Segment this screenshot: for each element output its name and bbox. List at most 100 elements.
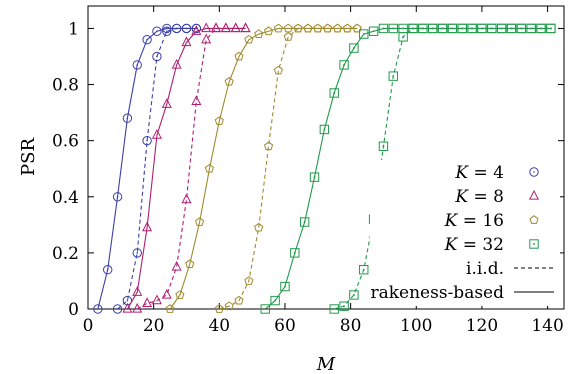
y-tick-labels: 0 0.2 0.4 0.6 0.8 1 — [52, 19, 79, 320]
marker-rakeness-k-32-dot — [343, 64, 345, 66]
marker-rakeness-k-32 — [339, 60, 349, 70]
marker-rakeness-k-4-ring — [112, 192, 123, 202]
marker-rakeness-k-8 — [171, 58, 182, 69]
marker-rakeness-k-32-dot — [323, 128, 326, 131]
marker-iid-k-32-dot — [530, 27, 532, 30]
y-tick-label: 0.8 — [52, 76, 79, 96]
marker-iid-k-32 — [339, 301, 349, 311]
marker-rakeness-k-16 — [175, 290, 185, 299]
legend-label-value: = 16 — [457, 211, 504, 231]
line-iid-k-4 — [117, 27, 197, 310]
marker-iid-k-32-dot — [362, 268, 365, 271]
x-tick-labels: 0 20 40 60 80 100 120 140 — [83, 316, 564, 336]
marker-iid-k-32 — [437, 23, 448, 34]
marker-iid-k-4-ring — [181, 23, 192, 34]
marker-rakeness-k-32 — [329, 88, 339, 98]
marker-iid-k-32-box — [437, 23, 448, 34]
marker-rakeness-k-32-box — [309, 172, 320, 182]
y-tick-label: 1 — [68, 19, 79, 39]
marker-iid-k-32-box — [329, 304, 339, 314]
marker-iid-k-8 — [181, 193, 192, 204]
marker-rakeness-k-32-box — [359, 29, 369, 39]
marker-iid-k-32-box — [339, 301, 349, 311]
marker-iid-k-32-box — [418, 23, 428, 34]
marker-iid-k-32-box — [536, 23, 546, 34]
marker-rakeness-k-4 — [112, 192, 123, 202]
line-rakeness-k-32 — [264, 27, 551, 310]
marker-rakeness-k-4-ring — [132, 60, 142, 70]
marker-rakeness-k-32-box — [339, 60, 349, 70]
marker-iid-k-4 — [142, 135, 152, 146]
marker-rakeness-k-32 — [349, 43, 359, 53]
marker-iid-k-32 — [457, 23, 467, 34]
marker-rakeness-k-4-ring — [162, 23, 172, 34]
marker-iid-k-4-dot — [126, 299, 129, 302]
marker-iid-k-16 — [234, 295, 244, 305]
marker-rakeness-k-4-dot — [116, 195, 119, 198]
marker-iid-k-32-box — [398, 32, 408, 42]
marker-rakeness-k-16 — [254, 29, 264, 38]
marker-iid-k-32-dot — [540, 27, 542, 30]
legend-label-var: K — [454, 187, 469, 207]
marker-iid-k-32-box — [457, 23, 467, 34]
marker-rakeness-k-4-ring — [122, 113, 133, 123]
marker-rakeness-k-16 — [165, 304, 175, 313]
marker-iid-k-4 — [132, 248, 142, 258]
marker-iid-k-32 — [516, 23, 527, 34]
line-iid-k-8 — [136, 27, 246, 310]
marker-rakeness-k-32-dot — [353, 47, 355, 49]
marker-iid-k-16 — [263, 141, 274, 151]
marker-iid-k-32 — [487, 23, 497, 34]
marker-iid-k-32 — [418, 23, 428, 34]
marker-rakeness-k-32-dot — [333, 92, 336, 94]
legend-label: K = 16 — [444, 211, 504, 231]
x-tick-label: 0 — [83, 316, 94, 336]
marker-iid-k-32-dot — [451, 27, 454, 30]
series-layer — [93, 22, 556, 314]
marker-iid-k-32 — [378, 141, 389, 151]
marker-rakeness-k-8 — [230, 22, 241, 33]
marker-rakeness-k-4-dot — [106, 268, 109, 271]
marker-iid-k-4 — [181, 23, 192, 34]
legend-label: K = 32 — [444, 235, 504, 255]
marker-iid-k-4-dot — [116, 308, 119, 310]
series-k-4 — [93, 23, 202, 314]
marker-iid-k-32-box — [546, 23, 556, 34]
marker-rakeness-k-8 — [201, 22, 212, 33]
marker-iid-k-4-dot — [185, 27, 188, 30]
marker-rakeness-k-8 — [151, 128, 162, 139]
legend-label-value: = 32 — [457, 235, 504, 255]
x-axis-label: M — [316, 354, 336, 374]
marker-rakeness-k-4 — [152, 26, 162, 36]
marker-iid-k-4-ring — [132, 248, 142, 258]
marker-rakeness-k-32 — [319, 124, 330, 135]
marker-rakeness-k-32 — [388, 23, 398, 34]
marker-iid-k-4-dot — [165, 30, 168, 33]
legend-style-label: i.i.d. — [466, 259, 504, 279]
x-tick-label: 120 — [466, 316, 498, 336]
marker-rakeness-k-4-ring — [102, 265, 113, 275]
marker-rakeness-k-32 — [290, 248, 300, 258]
marker-iid-k-4-ring — [171, 23, 182, 34]
marker-rakeness-k-16 — [234, 51, 244, 61]
marker-iid-k-8 — [132, 302, 143, 313]
marker-rakeness-k-32-dot — [392, 27, 395, 30]
marker-rakeness-k-16 — [273, 23, 283, 33]
y-tick-label: 0.2 — [52, 244, 79, 264]
marker-rakeness-k-16 — [263, 26, 274, 36]
marker-rakeness-k-4-ring — [152, 26, 162, 36]
marker-rakeness-k-32-dot — [303, 221, 306, 223]
marker-iid-k-32-dot — [510, 27, 513, 30]
marker-iid-k-32-dot — [550, 27, 552, 30]
marker-rakeness-k-4 — [93, 304, 103, 314]
y-tick-label: 0.6 — [52, 132, 79, 152]
marker-iid-k-8 — [201, 33, 212, 44]
marker-iid-k-32 — [349, 290, 359, 300]
marker-iid-k-32-dot — [343, 305, 345, 307]
marker-rakeness-k-4-dot — [146, 38, 148, 41]
marker-iid-k-8 — [220, 22, 231, 33]
marker-iid-k-32 — [496, 23, 507, 34]
marker-iid-k-32-dot — [490, 27, 493, 30]
marker-rakeness-k-32-dot — [372, 30, 375, 33]
